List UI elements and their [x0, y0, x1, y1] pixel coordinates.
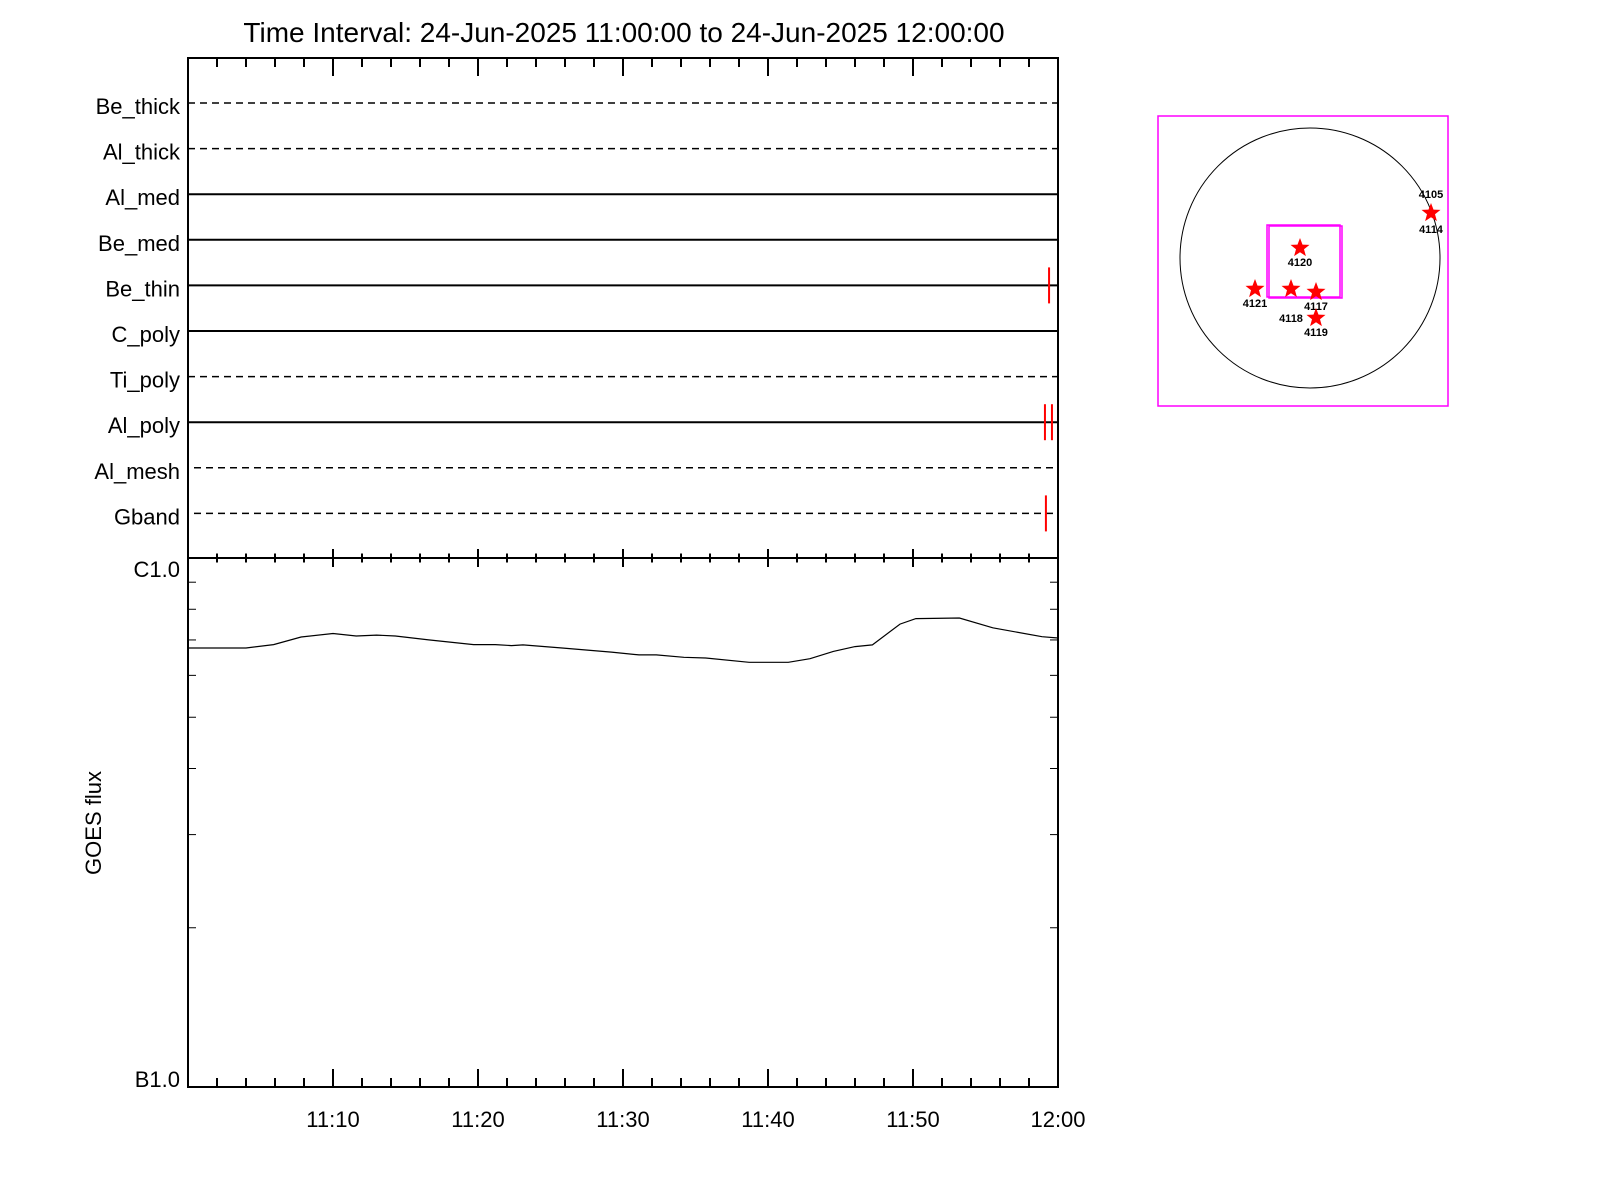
strip-label: Be_thick	[96, 94, 181, 119]
region-star	[1281, 279, 1301, 298]
goes-flux-line	[188, 617, 1059, 663]
x-tick-label: 11:30	[596, 1107, 649, 1132]
region-label: 4117	[1304, 301, 1328, 313]
map-frame	[1157, 115, 1449, 407]
solar-limb	[1179, 127, 1441, 389]
fov-box	[1268, 225, 1343, 299]
strip-label: Al_poly	[108, 413, 180, 438]
x-tick-label: 11:50	[886, 1107, 939, 1132]
region-label: 4114	[1419, 224, 1444, 236]
region-label: 4105	[1419, 189, 1443, 201]
region-label: 4120	[1288, 257, 1312, 269]
strip-label: Al_med	[105, 185, 180, 210]
x-tick-label: 11:40	[741, 1107, 794, 1132]
fov-box	[1266, 224, 1341, 298]
y-axis-label: GOES flux	[81, 771, 106, 875]
region-star	[1290, 238, 1310, 257]
region-label: 4121	[1243, 298, 1267, 310]
strip-label: Al_thick	[103, 140, 181, 165]
goes-frame	[187, 557, 1059, 1088]
strip-label: Al_mesh	[94, 459, 180, 484]
goes-panel	[187, 549, 1059, 1088]
x-tick-label: 12:00	[1030, 1107, 1085, 1132]
strip-label: Gband	[114, 504, 180, 529]
strip-panel: Be_thick Al_thick Al_med Be_med Be_thin C_pol…	[94, 57, 1059, 559]
y-tick-label-bottom: B1.0	[135, 1067, 180, 1092]
region-star	[1245, 279, 1265, 298]
strip-label: Be_med	[98, 231, 180, 256]
x-tick-label: 11:10	[306, 1107, 359, 1132]
region-label: 4119	[1304, 327, 1328, 339]
strip-label: Ti_poly	[110, 368, 180, 393]
x-tick-label: 11:20	[451, 1107, 504, 1132]
region-star	[1306, 282, 1326, 301]
y-tick-label-top: C1.0	[134, 557, 180, 582]
strip-frame	[187, 57, 1059, 559]
strip-label: C_poly	[112, 322, 180, 347]
region-star	[1306, 308, 1326, 327]
region-label: 4118	[1279, 313, 1303, 325]
strip-label: Be_thin	[105, 276, 180, 301]
region-star	[1421, 203, 1441, 222]
chart-title: Time Interval: 24-Jun-2025 11:00:00 to 2…	[243, 17, 1004, 48]
